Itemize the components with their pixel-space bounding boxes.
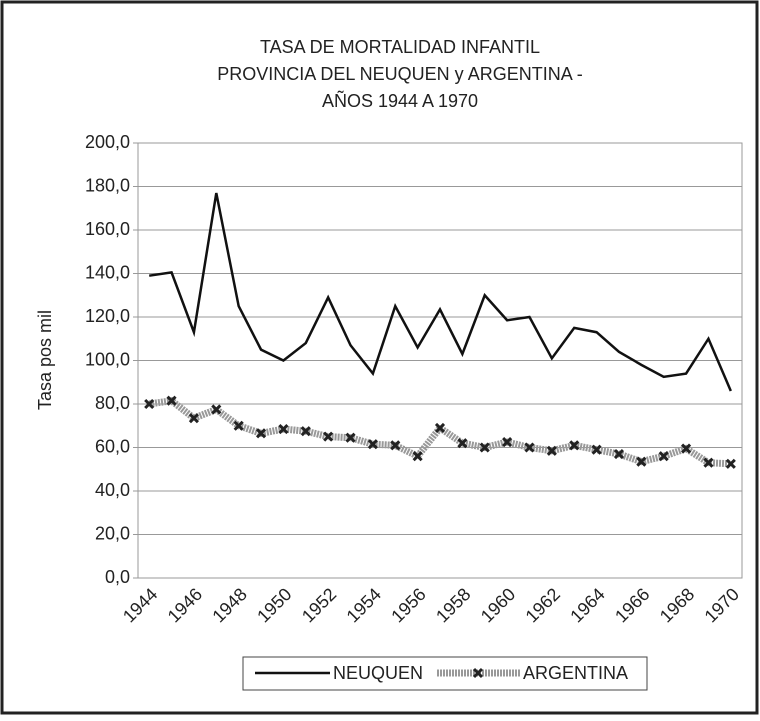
y-tick-label: 40,0 (95, 480, 130, 500)
y-tick-label: 80,0 (95, 393, 130, 413)
marker (233, 420, 244, 431)
y-axis-label: Tasa pos mil (35, 310, 55, 410)
marker (479, 442, 490, 453)
marker (524, 442, 535, 453)
y-tick-label: 160,0 (85, 219, 130, 239)
marker (188, 413, 199, 424)
y-tick-label: 140,0 (85, 262, 130, 282)
marker (658, 451, 669, 462)
marker (502, 437, 513, 448)
marker (367, 439, 378, 450)
y-tick-label: 180,0 (85, 175, 130, 195)
y-tick-label: 60,0 (95, 436, 130, 456)
marker (636, 456, 647, 467)
marker (211, 404, 222, 415)
marker (569, 440, 580, 451)
y-tick-label: 20,0 (95, 523, 130, 543)
y-tick-label: 0,0 (105, 567, 130, 587)
y-tick-label: 120,0 (85, 306, 130, 326)
marker (278, 423, 289, 435)
marker (390, 440, 401, 451)
y-tick-label: 100,0 (85, 349, 130, 369)
line (148, 397, 731, 468)
marker (323, 431, 334, 442)
marker (144, 398, 155, 410)
y-tick-label: 200,0 (85, 132, 130, 152)
legend-label: ARGENTINA (523, 663, 628, 683)
marker (703, 457, 714, 468)
marker (725, 458, 736, 469)
chart-title: PROVINCIA DEL NEUQUEN y ARGENTINA - (217, 64, 582, 84)
marker (412, 451, 423, 462)
marker (681, 443, 692, 454)
marker (345, 432, 356, 443)
marker (546, 445, 557, 456)
marker (434, 422, 446, 433)
marker (591, 444, 602, 455)
marker (166, 395, 177, 406)
marker (457, 438, 468, 449)
chart-title: AÑOS 1944 A 1970 (322, 90, 478, 111)
chart-title: TASA DE MORTALIDAD INFANTIL (260, 37, 540, 57)
legend-label: NEUQUEN (333, 663, 423, 683)
line (149, 192, 732, 392)
marker (255, 428, 267, 439)
marker (300, 426, 311, 437)
marker (613, 448, 625, 460)
legend-marker (472, 667, 484, 679)
